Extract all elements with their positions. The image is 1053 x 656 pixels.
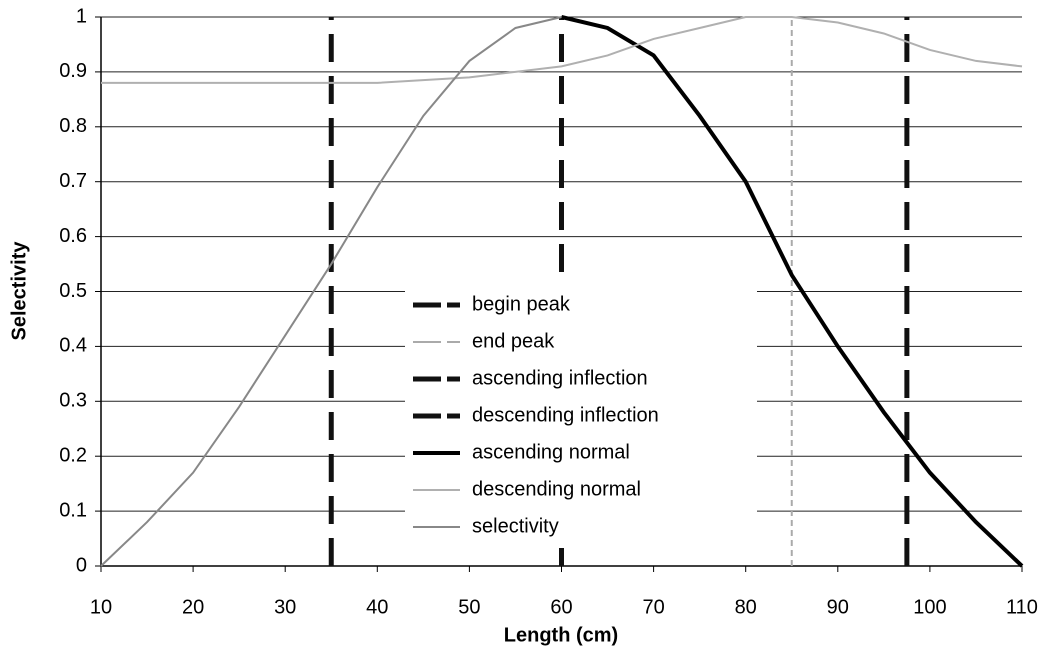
legend-label: descending inflection (472, 404, 659, 426)
y-tick-label: 0.4 (59, 335, 87, 357)
x-tick-label: 30 (274, 596, 296, 618)
y-tick-label: 0.8 (59, 115, 87, 137)
legend: begin peak end peak ascending inflection de… (405, 286, 757, 548)
x-tick-label: 40 (366, 596, 388, 618)
y-axis-label: Selectivity (8, 241, 30, 341)
y-tick-label: 0.5 (59, 280, 87, 302)
series-line (100, 16, 562, 567)
x-axis-label: Length (cm) (504, 624, 618, 646)
y-tick-label: 0.3 (59, 390, 87, 412)
legend-label: ascending normal (472, 441, 630, 463)
x-tick-label: 70 (642, 596, 664, 618)
x-tick-label: 90 (827, 596, 849, 618)
legend-label: descending normal (472, 478, 641, 500)
y-tick-label: 0.7 (59, 170, 87, 192)
x-tick-label: 60 (550, 596, 572, 618)
x-tick-label: 80 (735, 596, 757, 618)
legend-label: ascending inflection (472, 367, 648, 389)
y-tick-label: 1 (76, 5, 87, 27)
x-tick-label: 20 (182, 596, 204, 618)
series-line (561, 15, 1024, 568)
legend-box (405, 286, 757, 548)
x-tick-label: 110 (1006, 596, 1038, 618)
x-tick-label: 10 (90, 596, 112, 618)
legend-label: selectivity (472, 515, 559, 537)
y-tick-label: 0.1 (59, 499, 87, 521)
legend-label: begin peak (472, 293, 571, 315)
legend-label: end peak (472, 330, 555, 352)
y-tick-label: 0.9 (59, 60, 87, 82)
series-line (101, 16, 1023, 84)
y-tick-label: 0 (76, 554, 87, 576)
y-tick-label: 0.6 (59, 225, 87, 247)
x-tick-label: 100 (913, 596, 946, 618)
x-tick-label: 50 (458, 596, 480, 618)
y-tick-label: 0.2 (59, 444, 87, 466)
